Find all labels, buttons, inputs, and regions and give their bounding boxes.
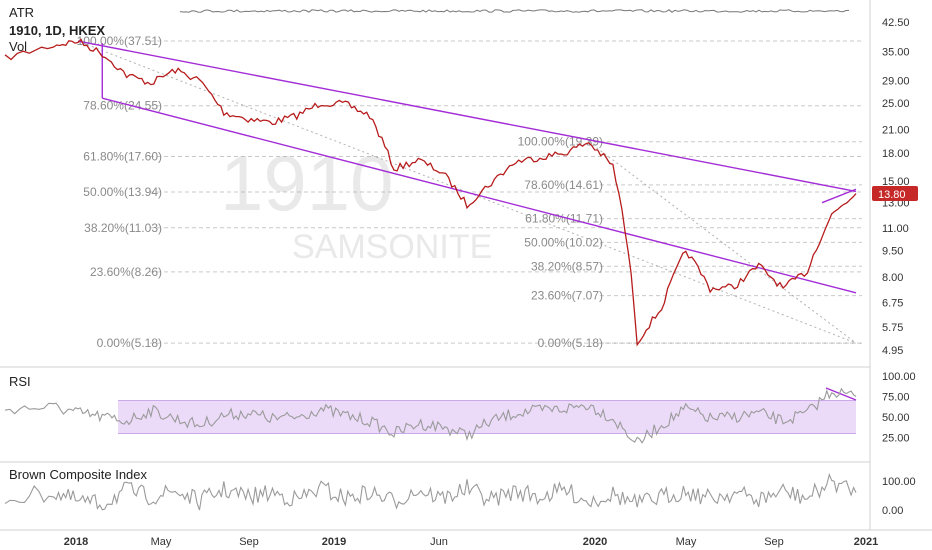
time-axis-label: May <box>676 536 697 548</box>
fib-right-level-label: 100.00%(19.39) <box>518 135 603 149</box>
watermark-ticker: 1910 <box>220 139 394 227</box>
channel-upper-line <box>77 40 857 193</box>
price-tick-label: 6.75 <box>882 298 903 310</box>
time-axis-label: 2018 <box>64 536 88 548</box>
fib-left-level-label: 50.00%(13.94) <box>83 185 162 199</box>
rsi-axis[interactable]: 100.00 75.00 50.00 25.00 <box>882 371 916 445</box>
last-price-badge <box>872 186 918 201</box>
fib-left-trendline <box>77 40 857 344</box>
rsi-tick-label: 100.00 <box>882 371 916 383</box>
atr-label: ATR <box>9 5 34 20</box>
fib-right-trendline <box>588 141 857 344</box>
fib-left-level-label: 0.00%(5.18) <box>97 336 162 350</box>
fib-left-level-label: 38.20%(11.03) <box>84 221 162 235</box>
rsi-tick-label: 50.00 <box>882 412 910 424</box>
price-tick-label: 8.00 <box>882 272 903 284</box>
fib-right-level-label: 23.60%(7.07) <box>531 289 603 303</box>
time-axis[interactable]: 2018 May Sep 2019 Jun 2020 May Sep 2021 <box>64 536 878 548</box>
price-tick-label: 21.00 <box>882 125 910 137</box>
time-axis-label: 2020 <box>583 536 607 548</box>
atr-series-line <box>179 9 850 13</box>
price-tick-label: 29.00 <box>882 75 910 87</box>
symbol-title[interactable]: 1910, 1D, HKEX <box>9 23 105 38</box>
price-tick-label: 18.00 <box>882 148 910 160</box>
rsi-tick-label: 75.00 <box>882 392 910 404</box>
last-price-value: 13.80 <box>878 189 906 201</box>
rsi-pane <box>4 387 857 444</box>
trend-channel[interactable] <box>77 40 857 401</box>
fib-left-level-label: 61.80%(17.60) <box>83 149 162 163</box>
bci-tick-label: 100.00 <box>882 476 916 488</box>
time-axis-label: Jun <box>430 536 448 548</box>
fib-right-level-label: 50.00%(10.02) <box>524 235 603 249</box>
bci-pane <box>4 472 857 511</box>
rsi-tick-label: 25.00 <box>882 433 910 445</box>
time-axis-label: 2019 <box>322 536 346 548</box>
fibonacci-retracements: 100.00%(37.51) 78.60%(24.55) 61.80%(17.60)… <box>77 34 862 350</box>
rsi-trend-line <box>825 387 857 401</box>
price-tick-label: 15.00 <box>882 176 910 188</box>
price-line <box>4 38 857 347</box>
price-tick-label: 4.95 <box>882 345 903 357</box>
fib-left-level-label: 23.60%(8.26) <box>90 265 162 279</box>
vol-label: Vol <box>9 39 27 54</box>
time-axis-label: Sep <box>764 536 784 548</box>
time-axis-label: 2021 <box>854 536 878 548</box>
fib-right-level-label: 38.20%(8.57) <box>531 259 603 273</box>
atr-pane <box>179 9 850 13</box>
time-axis-label: May <box>151 536 172 548</box>
price-tick-label: 35.00 <box>882 47 910 59</box>
fib-left-level-label: 100.00%(37.51) <box>77 34 162 48</box>
rsi-title: RSI <box>9 374 31 389</box>
bci-series-line <box>4 472 857 511</box>
bci-title: Brown Composite Index <box>9 467 148 482</box>
fib-right-level-label: 0.00%(5.18) <box>538 336 603 350</box>
rsi-series-line <box>4 387 857 444</box>
recent-trend-line <box>821 188 857 204</box>
fib-right-level-label: 61.80%(11.71) <box>525 212 603 226</box>
fib-right-level-label: 78.60%(14.61) <box>524 178 603 192</box>
price-axis[interactable]: 42.5035.0029.0025.0021.0018.0015.0013.00… <box>882 17 910 357</box>
fib-left-level-label: 78.60%(24.55) <box>83 99 162 113</box>
price-series-line <box>4 38 857 347</box>
watermark-name: SAMSONITE <box>292 228 492 266</box>
price-tick-label: 9.50 <box>882 246 903 258</box>
price-tick-label: 11.00 <box>882 223 909 235</box>
price-tick-label: 42.50 <box>882 17 910 29</box>
rsi-band <box>118 400 856 434</box>
bci-tick-label: 0.00 <box>882 505 903 517</box>
price-tick-label: 5.75 <box>882 322 903 334</box>
time-axis-label: Sep <box>239 536 259 548</box>
bci-axis[interactable]: 100.00 0.00 <box>882 476 916 517</box>
price-tick-label: 25.00 <box>882 98 910 110</box>
